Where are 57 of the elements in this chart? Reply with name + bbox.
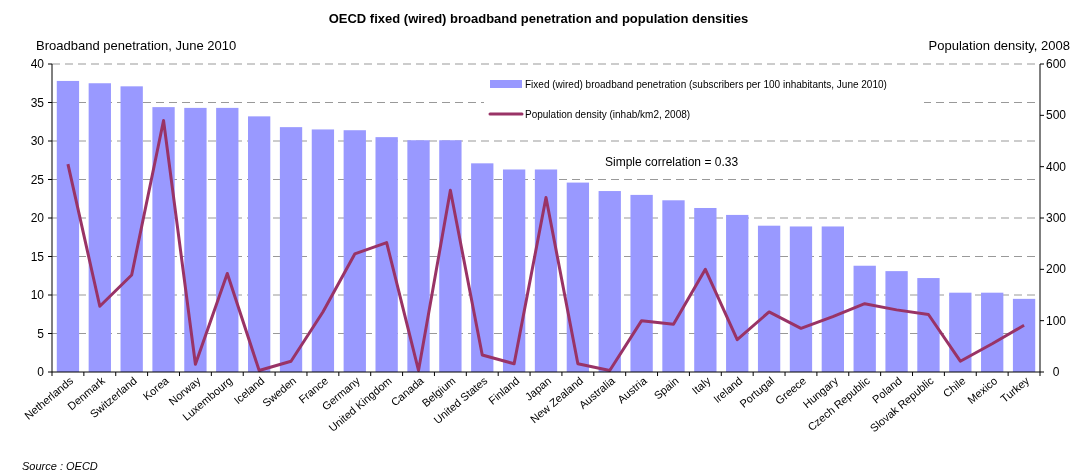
bar — [1012, 298, 1036, 372]
y-tick-label: 35 — [30, 95, 45, 110]
bar — [917, 278, 940, 372]
bar — [120, 86, 143, 372]
bar — [56, 80, 80, 372]
legend-label: Fixed (wired) broadband penetration (subscribers per 100 inhabitants, June 2010) — [525, 79, 887, 90]
bar — [471, 163, 494, 372]
y-tick-label: 10 — [30, 288, 45, 302]
bar — [375, 137, 398, 372]
bar — [439, 140, 462, 372]
y2-tick-label: 200 — [1045, 262, 1067, 277]
y2-tick-label: 100 — [1045, 313, 1067, 328]
bar — [343, 130, 366, 372]
y2-tick-label: 400 — [1045, 159, 1067, 174]
y-tick-label: 20 — [30, 211, 45, 225]
bar — [726, 214, 749, 372]
y-axis-title: Broadband penetration, June 2010 — [36, 38, 237, 53]
bar — [885, 271, 908, 372]
bar — [152, 107, 175, 372]
y2-tick-label: 600 — [1045, 57, 1067, 71]
bar — [949, 292, 972, 372]
bar — [694, 207, 717, 372]
y-tick-label: 0 — [37, 365, 45, 379]
bar — [789, 226, 813, 372]
line-series — [66, 118, 1026, 372]
source-note: Source : OECD — [22, 460, 98, 472]
bar — [184, 107, 207, 372]
bar — [853, 265, 876, 372]
y-tick-label: 30 — [30, 134, 45, 148]
bar — [757, 225, 781, 372]
bar — [821, 226, 844, 372]
bar — [279, 127, 303, 372]
y2-tick-label: 0 — [1052, 365, 1060, 379]
y2-tick-label: 300 — [1045, 211, 1067, 225]
x-tick-label: Chile — [940, 374, 968, 400]
bar — [88, 83, 111, 372]
bar — [598, 191, 621, 372]
chart-title: OECD fixed (wired) broadband penetration and population densities — [328, 11, 749, 26]
y-tick-label: 40 — [30, 57, 45, 71]
y-tick-label: 25 — [30, 172, 45, 187]
bar — [407, 140, 430, 372]
bar — [534, 169, 558, 372]
legend-label: Population density (inhab/km2, 2008) — [525, 109, 691, 120]
y2-axis-title: Population density, 2008 — [928, 38, 1070, 53]
bar — [502, 169, 526, 372]
bar — [216, 107, 239, 372]
x-tick-label: Italy — [689, 374, 714, 397]
y2-tick-label: 500 — [1045, 108, 1067, 123]
annotation: Simple correlation = 0.33 — [605, 155, 739, 169]
bar — [311, 129, 335, 372]
bar — [662, 200, 685, 372]
y-tick-label: 5 — [37, 326, 45, 341]
bar — [566, 182, 590, 372]
bar — [248, 116, 271, 372]
bar — [630, 194, 653, 372]
y-tick-label: 15 — [30, 249, 45, 264]
bar — [981, 292, 1004, 372]
